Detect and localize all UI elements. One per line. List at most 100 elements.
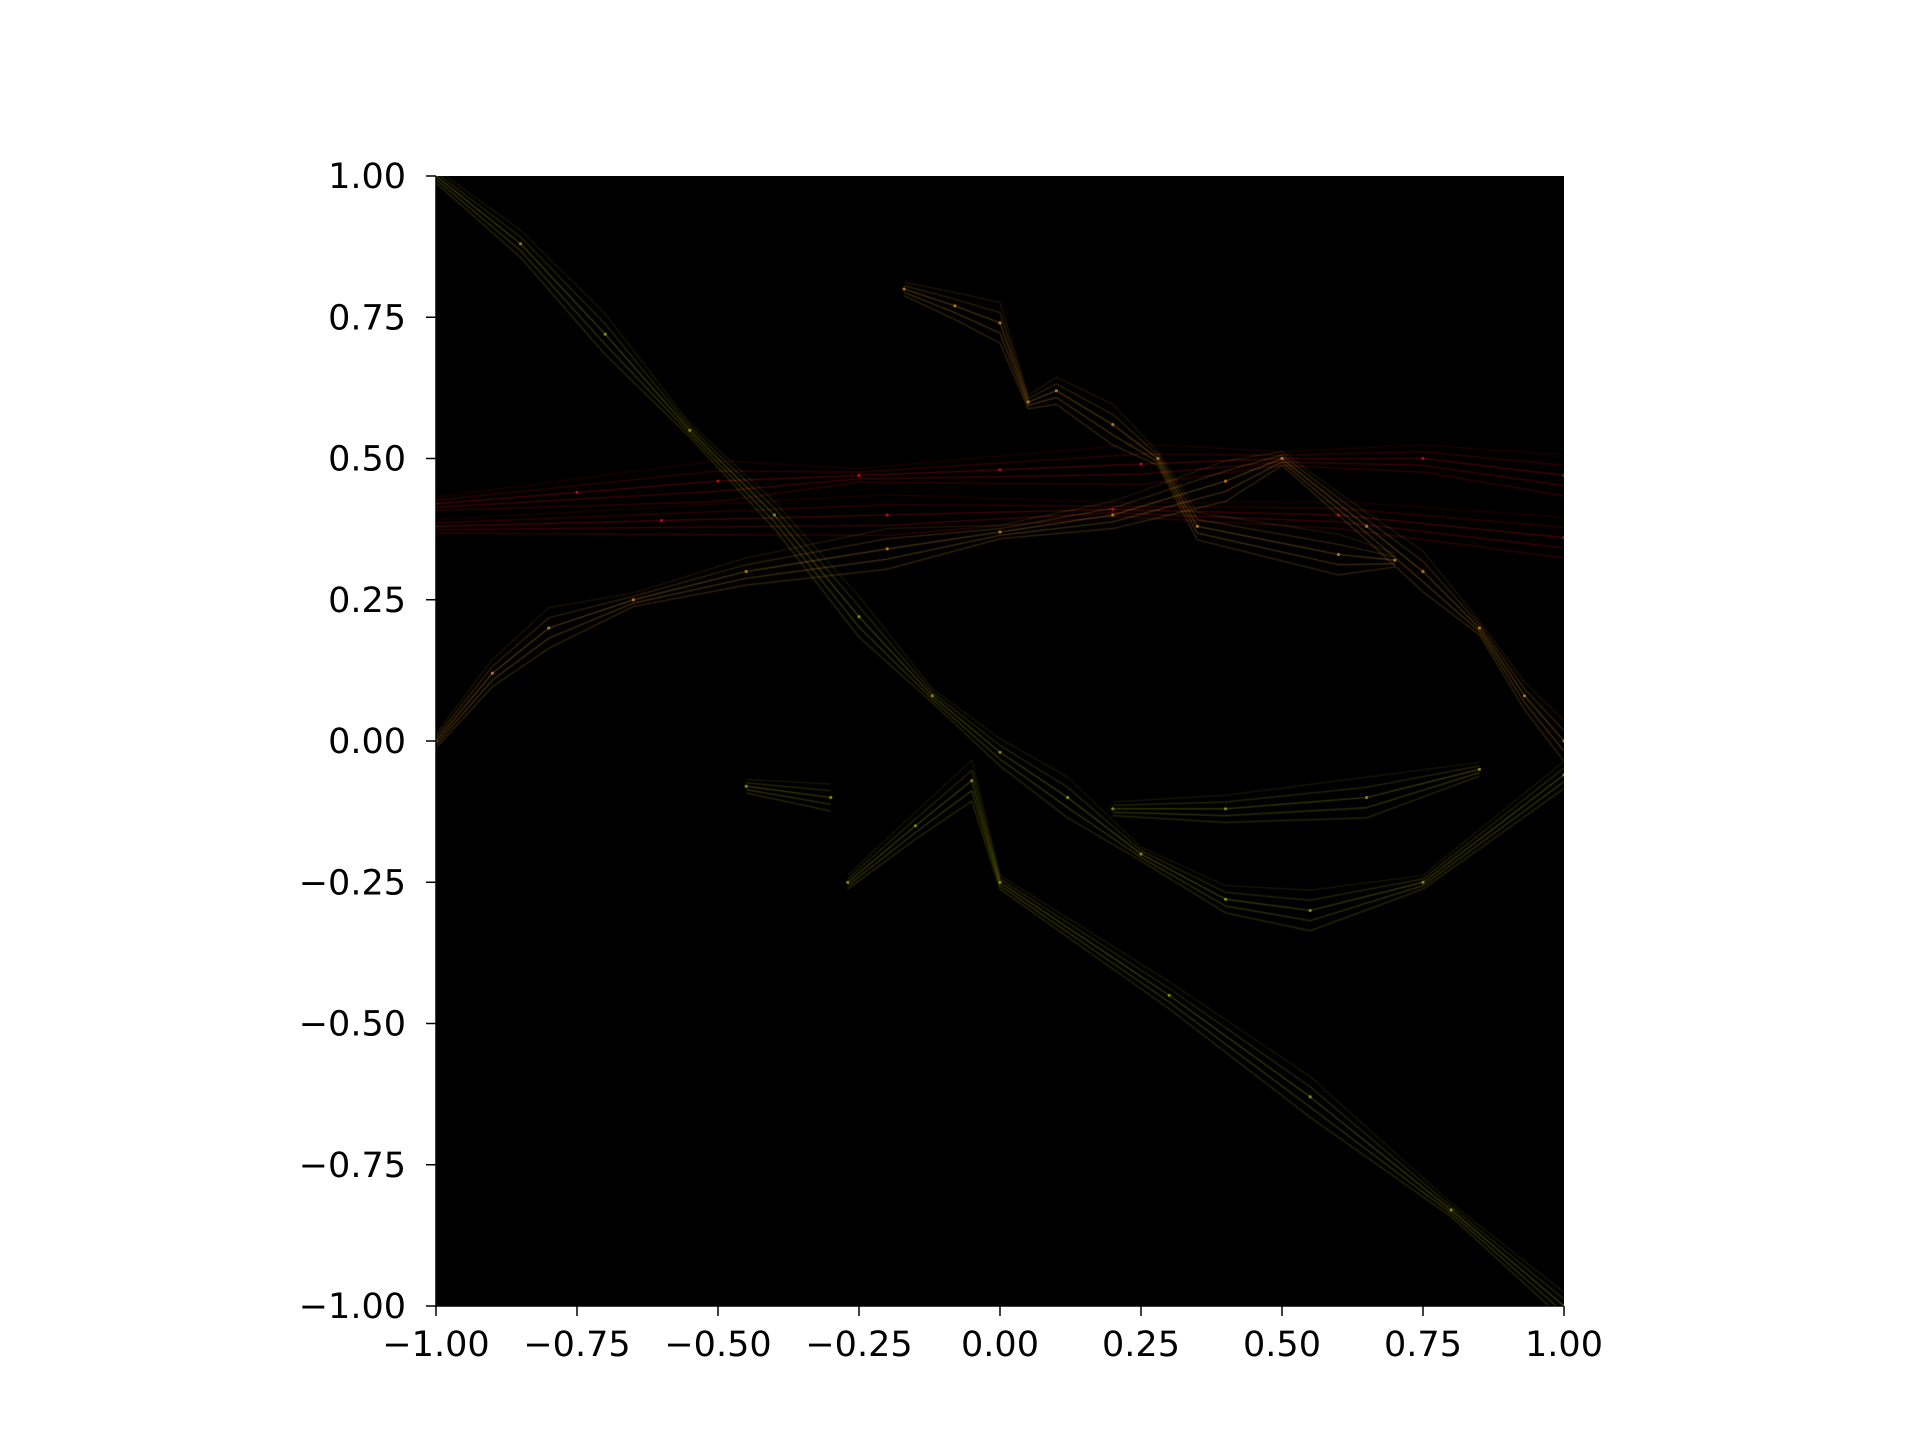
data-point — [1421, 456, 1425, 461]
trace-strand — [746, 782, 831, 792]
data-point — [519, 242, 523, 246]
trace-strand — [746, 789, 831, 805]
y-tick-label: 0.50 — [328, 440, 406, 480]
data-point — [930, 694, 934, 698]
trace-strand — [1112, 762, 1480, 803]
data-point — [1224, 807, 1228, 811]
data-point — [829, 795, 833, 800]
data-point — [998, 750, 1002, 754]
data-point — [953, 304, 957, 308]
data-point — [1562, 773, 1564, 777]
data-point — [1562, 739, 1564, 743]
trace-strand — [436, 461, 1564, 752]
data-point — [857, 615, 861, 619]
data-point — [885, 547, 889, 551]
data-points — [436, 176, 1564, 1306]
data-point — [1393, 558, 1397, 562]
data-point — [1477, 626, 1481, 630]
trace-strand — [847, 800, 1550, 1306]
trace-strand — [436, 464, 1564, 762]
data-point — [998, 468, 1002, 472]
trace-strand — [436, 504, 1564, 528]
data-point — [688, 428, 692, 432]
y-tick-label: −0.75 — [299, 1146, 406, 1186]
trace-strand — [903, 295, 1395, 576]
y-tick-label: −0.50 — [299, 1005, 406, 1045]
attractor-traces — [436, 176, 1564, 1306]
data-point — [631, 598, 636, 602]
y-tick-label: −1.00 — [299, 1287, 406, 1327]
data-point — [490, 671, 494, 675]
trace-strand — [436, 494, 1564, 520]
x-tick-label: −0.50 — [664, 1325, 771, 1365]
data-point — [998, 880, 1002, 884]
trace-strand — [1112, 768, 1480, 810]
trace-strand — [847, 790, 1558, 1306]
data-point — [1111, 423, 1115, 427]
data-point — [913, 824, 918, 828]
x-tick-label: 1.00 — [1525, 1325, 1603, 1365]
trace-strand — [746, 792, 831, 812]
trace-strand — [847, 780, 1564, 1306]
y-tick-label: −0.25 — [299, 863, 406, 903]
trace-strand — [904, 285, 1395, 558]
trace-strand — [847, 770, 1564, 1300]
trace-strand — [436, 451, 1564, 501]
trace-strand — [436, 443, 1564, 498]
data-point — [1066, 795, 1070, 800]
x-tick-label: 0.00 — [961, 1325, 1039, 1365]
trace-strand — [444, 176, 1564, 891]
data-point — [1477, 767, 1481, 771]
trace-strand — [847, 759, 1564, 1293]
x-axis: −1.00 −0.75 −0.50 −0.25 0.00 0.25 0.50 0.75 1.00 — [382, 1306, 1603, 1365]
data-point — [1139, 852, 1143, 856]
data-point — [1421, 569, 1425, 574]
trace-strand — [436, 464, 1564, 512]
x-tick-label: −1.00 — [382, 1325, 489, 1365]
trace-strand — [1112, 772, 1480, 817]
trace-strand — [436, 461, 1564, 508]
data-point — [547, 626, 551, 630]
x-tick-label: 0.50 — [1243, 1325, 1321, 1365]
data-point — [998, 530, 1002, 534]
data-point — [1308, 908, 1312, 913]
y-axis: 1.00 0.75 0.50 0.25 0.00 −0.25 −0.50 −0.75 −1.00 — [299, 157, 436, 1327]
data-point — [1139, 462, 1143, 466]
trace-strand — [436, 182, 1564, 932]
data-point — [1195, 524, 1199, 528]
data-point — [1562, 473, 1564, 477]
data-point — [772, 513, 777, 517]
data-point — [1449, 1208, 1453, 1212]
y-tick-label: 0.25 — [328, 581, 406, 621]
data-point — [1562, 536, 1564, 540]
x-tick-label: −0.25 — [805, 1325, 912, 1365]
data-point — [1111, 513, 1115, 517]
data-point — [1365, 795, 1369, 800]
data-point — [1421, 880, 1425, 884]
data-point — [1224, 479, 1228, 483]
trace-strand — [904, 281, 1395, 554]
data-point — [1167, 993, 1171, 997]
plot-area — [436, 176, 1564, 1306]
data-point — [716, 479, 720, 483]
data-point — [1336, 513, 1340, 517]
trace-strand — [903, 288, 1395, 561]
x-tick-label: −0.75 — [523, 1325, 630, 1365]
trace-strand — [746, 785, 831, 798]
data-point — [1026, 400, 1030, 404]
x-tick-label: 0.75 — [1384, 1325, 1462, 1365]
y-tick-label: 0.75 — [328, 298, 406, 338]
data-point — [998, 321, 1002, 325]
data-point — [603, 332, 607, 336]
trace-strand — [1112, 775, 1480, 823]
data-point — [846, 880, 850, 884]
x-tick-label: 0.25 — [1102, 1325, 1180, 1365]
trace-strand — [436, 179, 1564, 922]
data-point — [1054, 389, 1058, 393]
data-point — [1522, 694, 1527, 698]
data-point — [744, 784, 748, 788]
trace-strand — [436, 451, 1564, 735]
data-point — [1336, 552, 1340, 557]
data-point — [902, 287, 906, 291]
